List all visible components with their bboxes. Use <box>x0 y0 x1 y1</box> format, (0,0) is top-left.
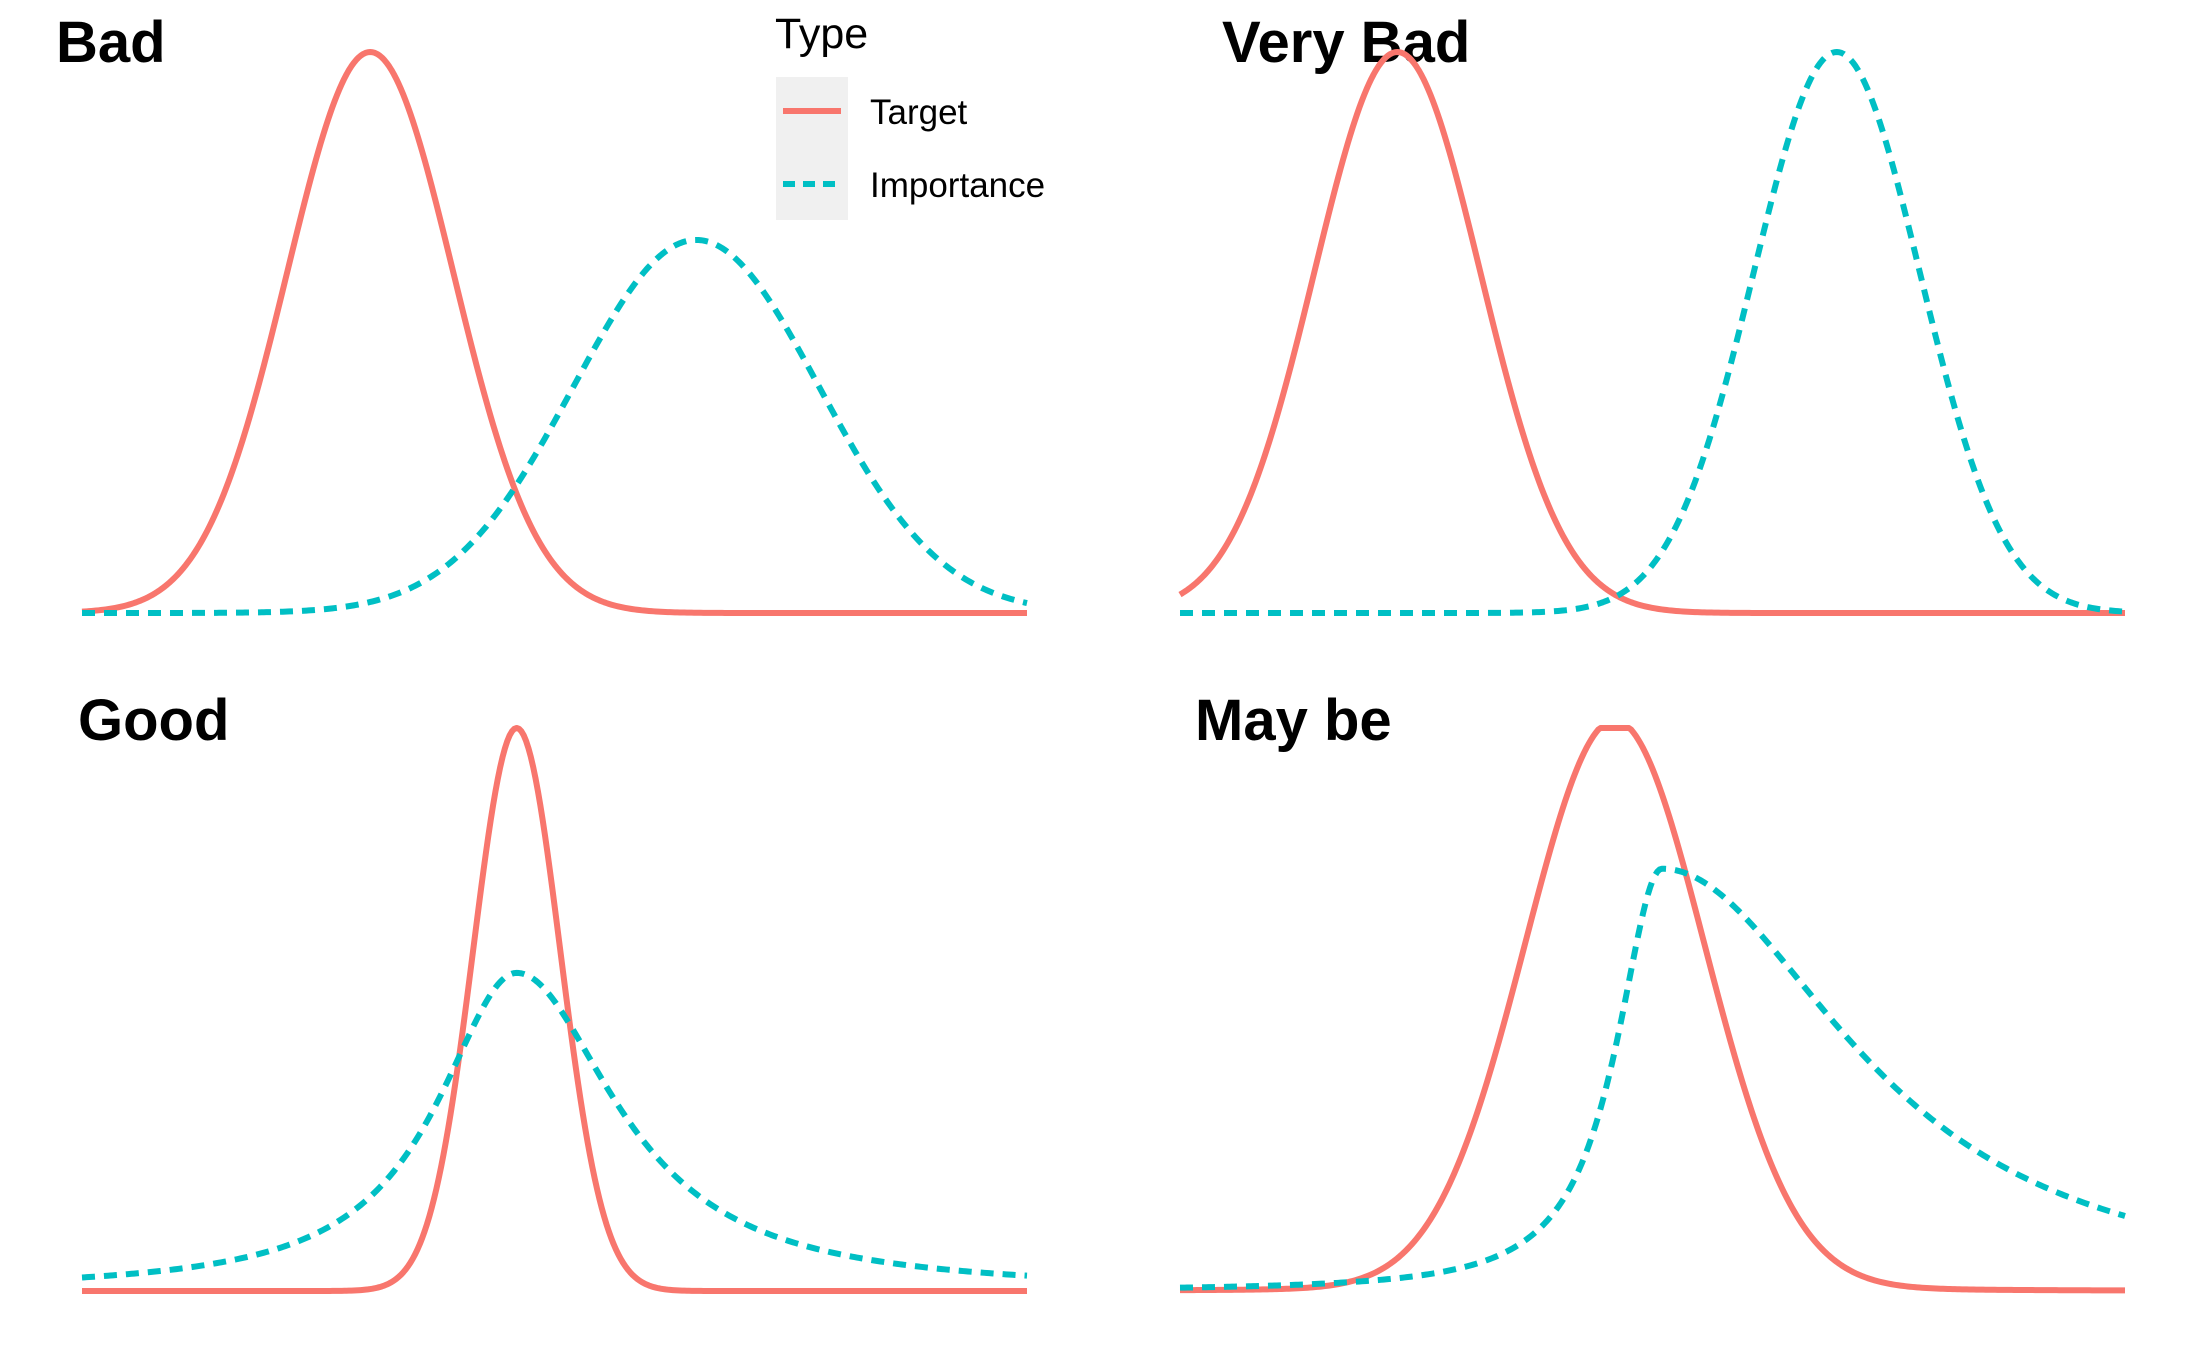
legend-label-importance: Importance <box>870 166 1045 205</box>
legend-label-target: Target <box>870 93 968 132</box>
series-line-importance-very-bad <box>1179 49 2126 616</box>
series-line-importance-bad <box>81 236 1028 616</box>
panel-very-bad: Very Bad <box>1178 10 2126 616</box>
panel-may-be: May be <box>1179 688 2126 1294</box>
series-line-importance-may-be <box>1179 865 2126 1291</box>
series-line-target-bad <box>81 49 1028 616</box>
legend-title: Type <box>775 10 868 58</box>
panel-title-may-be: May be <box>1195 688 1392 753</box>
legend: Type Target Importance <box>775 10 1045 220</box>
panel-title-good: Good <box>78 688 229 753</box>
series-line-target-very-bad <box>1178 49 2126 616</box>
plot-area-very-bad <box>1178 49 2126 616</box>
panel-title-bad: Bad <box>56 10 166 75</box>
plot-area-good <box>81 725 1028 1294</box>
series-line-importance-good <box>81 969 1028 1281</box>
plot-area-may-be <box>1179 725 2126 1294</box>
panel-title-very-bad: Very Bad <box>1222 10 1470 75</box>
series-line-target-good <box>81 725 1028 1294</box>
panel-good: Good <box>78 688 1028 1294</box>
legend-key-background <box>776 77 848 220</box>
series-line-target-may-be <box>1179 725 2126 1294</box>
panel-bad: Bad <box>56 10 1028 616</box>
plot-area-bad <box>81 49 1028 616</box>
